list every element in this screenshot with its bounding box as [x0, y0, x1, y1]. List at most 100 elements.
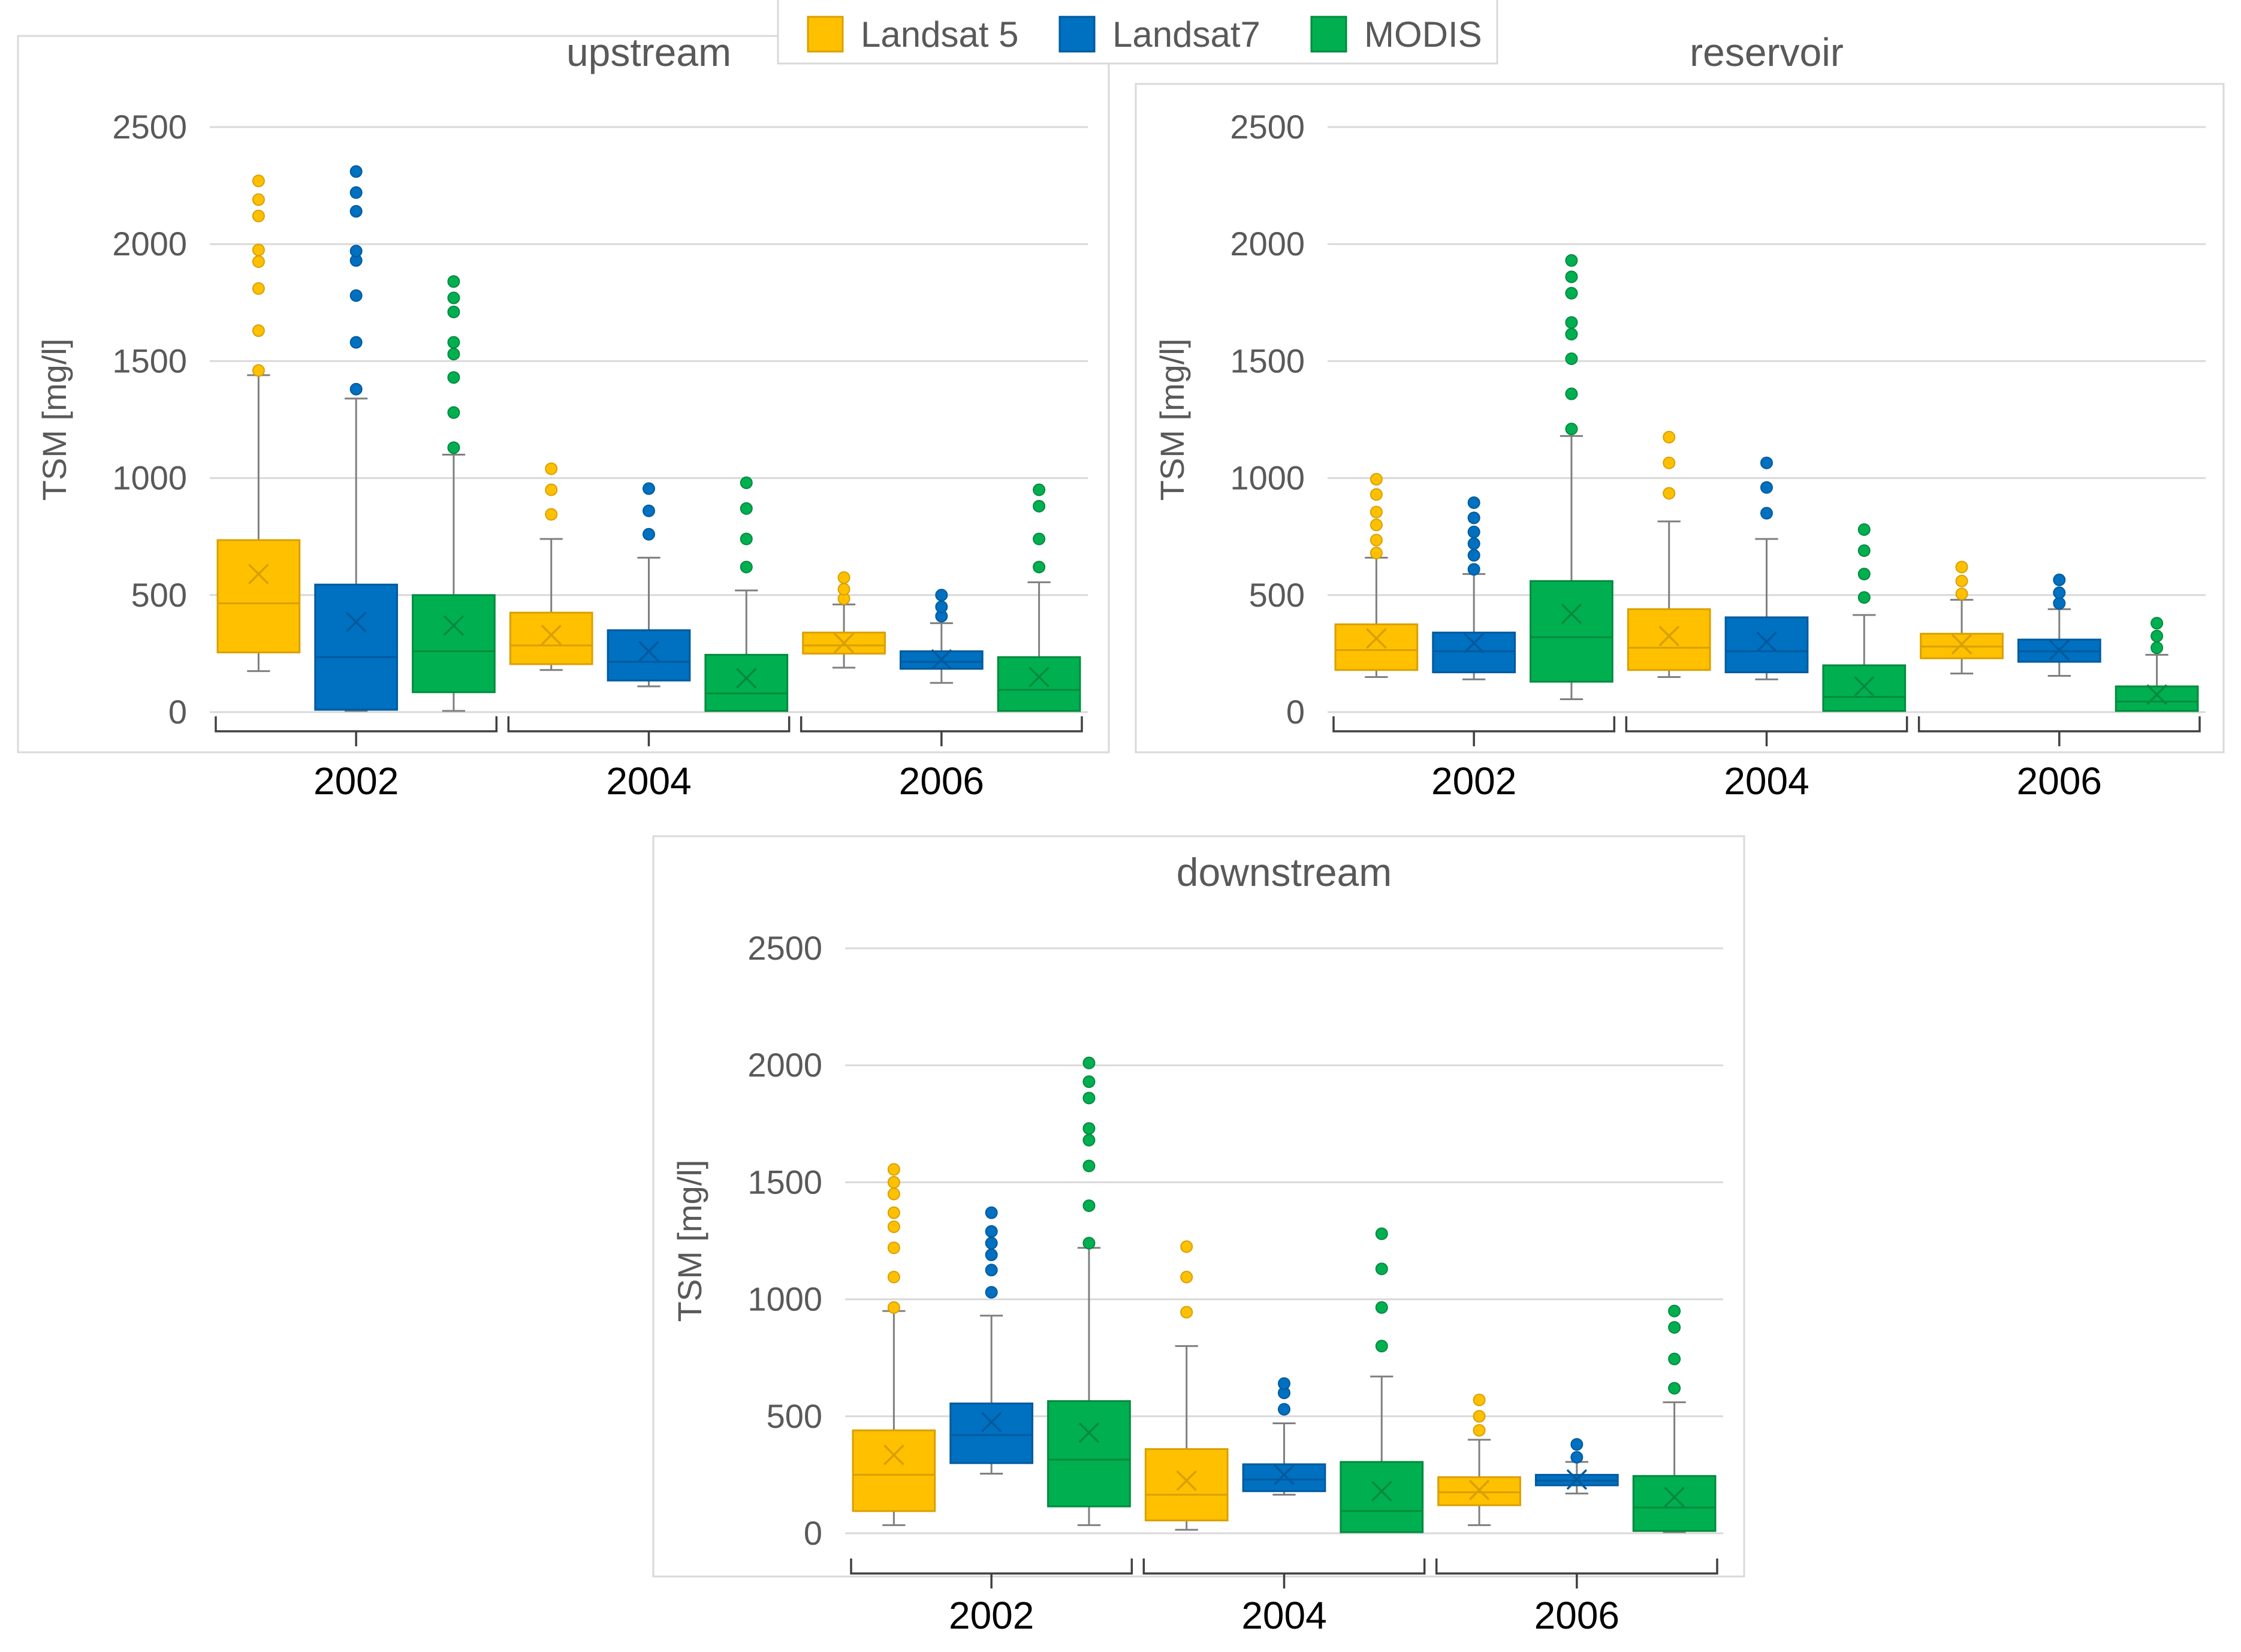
- category-label: 2002: [313, 759, 399, 803]
- outlier-point: [1033, 532, 1046, 545]
- outlier-point: [1370, 518, 1383, 532]
- box-iqr: [1144, 1448, 1229, 1522]
- outlier-point: [2053, 573, 2066, 586]
- outlier-point: [887, 1301, 900, 1314]
- outlier-point: [1857, 591, 1871, 604]
- outlier-point: [887, 1220, 900, 1234]
- box-Landsat7-2002: [949, 1206, 1034, 1475]
- outlier-point: [1375, 1301, 1388, 1314]
- outlier-point: [1565, 328, 1578, 341]
- legend: Landsat 5 Landsat7 MODIS: [777, 0, 1498, 65]
- mean-marker: [1664, 1487, 1685, 1508]
- outlier-point: [740, 560, 753, 574]
- box-Landsat7-2004: [1724, 456, 1809, 680]
- y-tick-label: 500: [767, 1397, 822, 1435]
- panel-downstream: 0 500 1000 1500 2000 2500 downstream TSM [mg/l]…: [652, 835, 1745, 1637]
- outlier-point: [643, 482, 655, 495]
- box-iqr: [412, 594, 496, 694]
- outlier-point: [1467, 525, 1480, 538]
- outlier-point: [1663, 487, 1676, 500]
- outlier-point: [447, 305, 460, 318]
- box-iqr: [1822, 664, 1907, 712]
- outlier-point: [252, 243, 265, 257]
- y-tick-label: 2500: [1230, 108, 1305, 146]
- category-label: 2004: [606, 759, 691, 803]
- outlier-point: [1082, 1122, 1096, 1135]
- outlier-point: [985, 1286, 998, 1299]
- category-bracket: [1435, 1558, 1718, 1588]
- box-iqr: [1432, 631, 1516, 674]
- panel-title: downstream: [1177, 850, 1392, 894]
- outlier-point: [349, 245, 363, 258]
- box-iqr: [2115, 685, 2199, 712]
- outlier-point: [1473, 1393, 1486, 1406]
- mean-marker: [931, 649, 952, 670]
- outlier-point: [1570, 1451, 1584, 1464]
- outlier-point: [2053, 596, 2066, 610]
- mean-marker: [345, 611, 367, 632]
- outlier-point: [935, 600, 948, 613]
- box-iqr: [1340, 1461, 1424, 1533]
- outlier-point: [1467, 496, 1480, 510]
- category-bracket: [1332, 716, 1616, 746]
- outlier-point: [252, 282, 265, 295]
- mean-marker: [2049, 640, 2070, 661]
- outlier-point: [1180, 1306, 1193, 1319]
- mean-marker: [1561, 603, 1582, 625]
- outlier-point: [1033, 499, 1046, 513]
- box-iqr: [802, 631, 886, 655]
- mean-marker: [1951, 634, 1972, 655]
- mean-marker: [541, 624, 562, 646]
- outlier-point: [1033, 560, 1046, 574]
- outlier-point: [1955, 574, 1968, 587]
- y-tick-label: 1000: [747, 1280, 822, 1318]
- mean-marker: [981, 1412, 1002, 1433]
- outlier-point: [643, 504, 655, 517]
- mean-marker: [1566, 1469, 1588, 1490]
- box-iqr: [216, 539, 301, 653]
- y-tick-label: 500: [131, 576, 187, 614]
- outlier-point: [1955, 560, 1968, 574]
- legend-swatch: [1310, 16, 1347, 53]
- outlier-point: [1565, 423, 1578, 436]
- box-Landsat 5-2002: [1334, 473, 1419, 678]
- box-Landsat7-2002: [1432, 496, 1516, 680]
- outlier-point: [1565, 387, 1578, 400]
- box-Landsat 5-2004: [1144, 1240, 1229, 1531]
- y-tick-label: 2500: [112, 108, 187, 146]
- outlier-point: [447, 348, 460, 361]
- mean-marker: [883, 1444, 904, 1466]
- box-MODIS-2006: [997, 483, 1081, 712]
- box-MODIS-2004: [1822, 523, 1907, 712]
- outlier-point: [545, 508, 558, 521]
- outlier-point: [887, 1206, 900, 1219]
- y-tick-label: 2000: [112, 225, 187, 263]
- panel-upstream: 0 500 1000 1500 2000 2500 upstream TSM [mg/l] 20…: [17, 30, 1110, 803]
- mean-marker: [2146, 684, 2167, 705]
- mean-marker: [1658, 625, 1679, 647]
- outlier-point: [545, 483, 558, 496]
- box-Landsat7-2006: [899, 589, 984, 684]
- y-tick-label: 1000: [112, 459, 187, 497]
- category-label: 2004: [1724, 759, 1809, 803]
- y-axis-title: TSM [mg/l]: [35, 339, 73, 501]
- outlier-point: [1370, 473, 1383, 486]
- outlier-point: [1570, 1438, 1584, 1451]
- y-tick-label: 0: [804, 1514, 822, 1552]
- box-MODIS-2006: [1632, 1304, 1717, 1533]
- box-Landsat 5-2002: [852, 1163, 936, 1526]
- box-iqr: [997, 656, 1081, 712]
- box-iqr: [314, 583, 399, 711]
- outlier-point: [643, 527, 655, 541]
- outlier-point: [1278, 1377, 1290, 1390]
- outlier-point: [985, 1225, 998, 1238]
- box-Landsat 5-2006: [802, 571, 886, 669]
- outlier-point: [1857, 568, 1871, 581]
- outlier-point: [252, 255, 265, 268]
- outlier-point: [1565, 270, 1578, 284]
- outlier-point: [349, 289, 363, 302]
- chart-panels: 0 500 1000 1500 2000 2500 upstream TSM [mg/l] 20…: [17, 30, 2225, 1637]
- category-label: 2002: [1431, 759, 1516, 803]
- outlier-point: [740, 532, 753, 545]
- y-tick-label: 500: [1249, 576, 1305, 614]
